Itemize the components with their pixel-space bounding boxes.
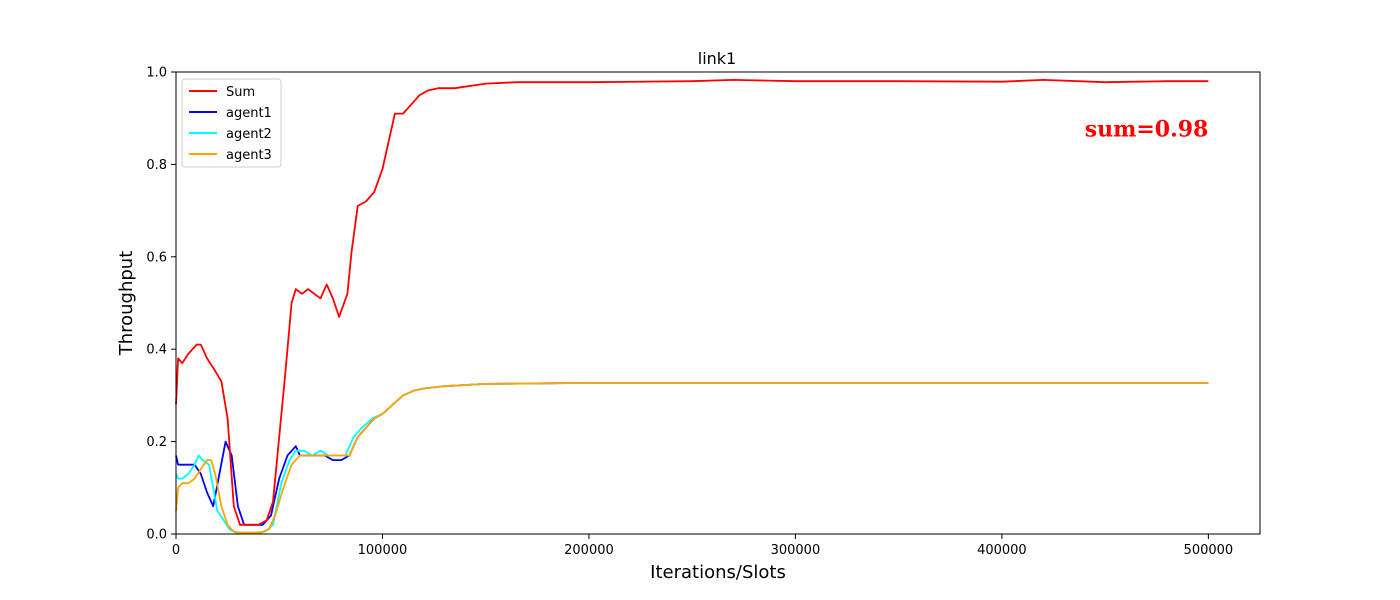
legend-label-agent1: agent1: [226, 106, 272, 121]
x-tick-label: 100000: [358, 543, 408, 558]
plot-frame: [175, 71, 1261, 535]
chart-title: link1: [698, 49, 736, 68]
x-tick-label: 400000: [977, 543, 1027, 558]
y-tick-label: 0.2: [146, 435, 167, 450]
y-axis: 0.0 0.2 0.4 0.6 0.8 1.0: [146, 66, 176, 543]
legend-label-agent2: agent2: [226, 127, 272, 142]
series-layer: [175, 79, 1209, 534]
y-tick-label: 0.8: [146, 158, 167, 173]
legend-label-sum: Sum: [226, 85, 255, 100]
legend-entry-agent3: agent3: [189, 148, 272, 163]
legend-box: [181, 78, 282, 168]
series-line-sum: [175, 79, 1209, 526]
y-tick-label: 1.0: [146, 66, 167, 81]
y-tick-label: 0.6: [146, 250, 167, 265]
x-axis-label: Iterations/Slots: [650, 562, 786, 583]
legend-entry-agent2: agent2: [189, 127, 272, 142]
legend-entry-sum: Sum: [189, 85, 255, 100]
y-tick-label: 0.4: [146, 343, 167, 358]
sum-annotation: sum=0.98: [1085, 117, 1209, 143]
legend-label-agent3: agent3: [226, 148, 272, 163]
y-tick-label: 0.0: [146, 528, 167, 543]
x-tick-label: 300000: [771, 543, 821, 558]
series-line-agent3: [175, 381, 1209, 534]
x-tick-label: 500000: [1184, 543, 1234, 558]
x-tick-label: 200000: [564, 543, 614, 558]
legend-entry-agent1: agent1: [189, 106, 272, 121]
legend: Sum agent1 agent2 agent3: [181, 78, 282, 168]
x-axis: 0 100000 200000 300000 400000 500000: [172, 534, 1233, 558]
x-tick-label: 0: [172, 543, 180, 558]
y-axis-label: Throughput: [116, 251, 137, 357]
